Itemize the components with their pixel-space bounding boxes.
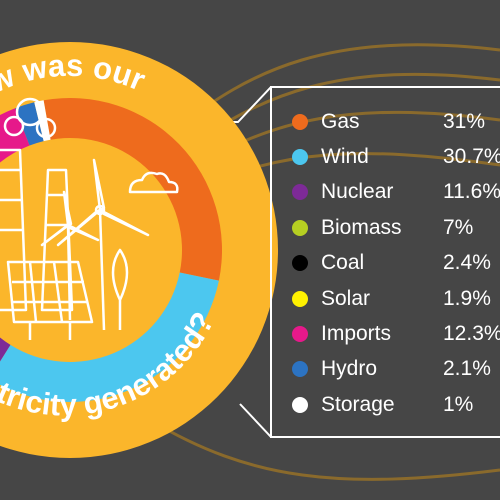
legend-label: Solar — [321, 286, 371, 310]
legend-swatch — [292, 255, 308, 272]
legend-label: Gas — [321, 109, 360, 133]
turbine-tower — [66, 224, 72, 321]
legend-value: 1.9% — [443, 286, 491, 310]
chimney — [0, 148, 28, 312]
power-illustration — [0, 97, 179, 340]
legend-swatch — [292, 219, 308, 236]
legend-swatch — [292, 326, 308, 343]
legend-bracket: Gas 31% Wind 30.7% Nuclear 11.6% Biomass 7% Coal… — [270, 86, 500, 438]
legend-swatch — [292, 184, 308, 201]
legend-item-coal: Coal 2.4% — [292, 246, 500, 281]
chimney — [40, 168, 74, 312]
donut-slice-wind — [0, 272, 219, 402]
turbine-blade — [40, 223, 70, 247]
smoke-puff — [3, 115, 25, 137]
legend-value: 30.7% — [443, 145, 500, 169]
legend-swatch — [292, 149, 308, 166]
swirl-line — [149, 418, 500, 481]
legend-swatch — [292, 290, 308, 307]
legend-value: 7% — [443, 215, 474, 239]
legend-label: Wind — [321, 145, 369, 169]
legend-item-hydro: Hydro 2.1% — [292, 352, 500, 387]
legend-value: 31% — [443, 109, 486, 133]
legend-value: 2.4% — [443, 251, 491, 275]
panel-grid — [52, 261, 64, 323]
turbine-hub — [94, 204, 106, 216]
legend-item-wind: Wind 30.7% — [292, 139, 500, 174]
legend-value: 2.1% — [443, 357, 491, 381]
badge-inner — [0, 140, 180, 360]
legend-item-gas: Gas 31% — [292, 104, 500, 139]
panel-grid — [28, 261, 38, 323]
legend-value: 1% — [443, 392, 474, 416]
legend-item-biomass: Biomass 7% — [292, 210, 500, 245]
legend-label: Biomass — [321, 215, 402, 239]
cloud-icon — [128, 171, 179, 194]
legend-label: Storage — [321, 392, 395, 416]
legend-item-solar: Solar 1.9% — [292, 281, 500, 316]
legend-item-storage: Storage 1% — [292, 387, 500, 422]
legend-value: 11.6% — [443, 180, 500, 204]
donut-slice-gas — [43, 98, 223, 281]
legend-label: Nuclear — [321, 180, 394, 204]
legend-swatch — [292, 361, 308, 378]
legend-value: 12.3% — [443, 322, 500, 346]
donut-slice-nuclear — [0, 337, 11, 362]
turbine-tower — [98, 209, 106, 331]
turbine-blade — [66, 223, 100, 242]
smoke-puff — [15, 97, 45, 127]
legend-swatch — [292, 396, 308, 413]
legend-swatch — [292, 113, 308, 130]
legend-label: Imports — [321, 322, 392, 346]
legend-item-nuclear: Nuclear 11.6% — [292, 175, 500, 210]
legend-item-imports: Imports 12.3% — [292, 316, 500, 351]
turbine-blade — [92, 158, 106, 212]
legend: Gas 31% Wind 30.7% Nuclear 11.6% Biomass 7% Coal… — [292, 104, 500, 423]
legend-label: Hydro — [321, 357, 378, 381]
smoke-puff — [35, 117, 57, 139]
legend-label: Coal — [321, 251, 365, 275]
turbine-blade — [98, 208, 150, 237]
tree-icon — [111, 248, 129, 330]
